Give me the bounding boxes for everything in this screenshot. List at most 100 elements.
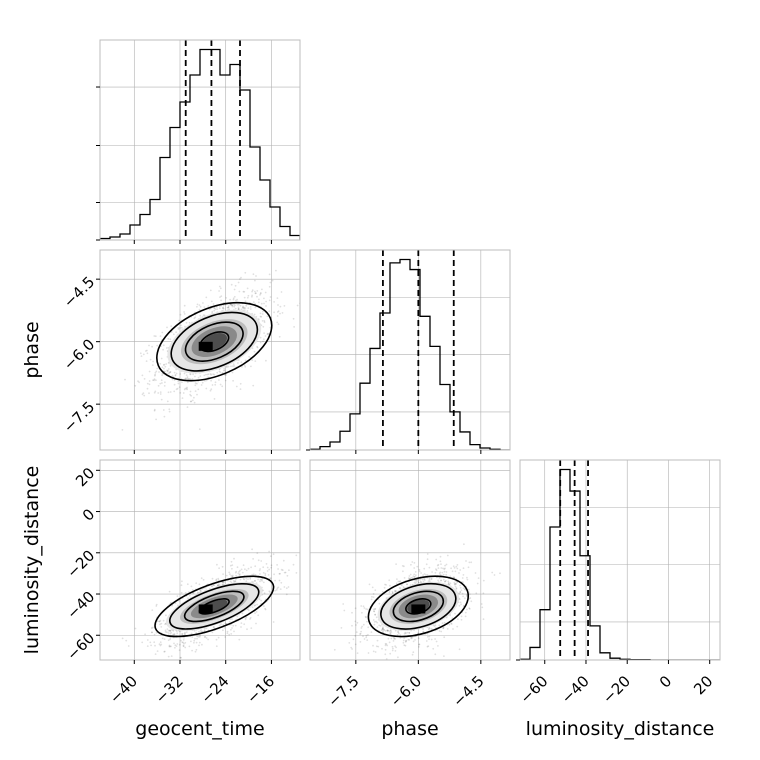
scatter-point	[454, 612, 456, 615]
scatter-point	[240, 622, 243, 624]
scatter-point	[230, 574, 233, 577]
y-tick-label: 0	[79, 505, 98, 524]
scatter-point	[363, 638, 366, 640]
scatter-point	[125, 639, 128, 642]
scatter-point	[279, 312, 281, 315]
y-tick-label: −60	[63, 629, 98, 664]
scatter-point	[249, 616, 252, 619]
contour-3	[367, 575, 470, 638]
x-tick-label: −4.5	[449, 672, 487, 710]
scatter-point	[184, 641, 187, 644]
scatter-point	[402, 586, 405, 588]
scatter-point	[239, 388, 242, 390]
scatter-point	[224, 379, 227, 382]
scatter-point	[393, 638, 395, 640]
scatter-point	[236, 303, 239, 306]
scatter-point	[276, 315, 279, 317]
scatter-point	[186, 386, 188, 389]
scatter-point	[439, 571, 442, 574]
scatter-point	[155, 418, 158, 421]
scatter-point	[173, 642, 175, 645]
scatter-point	[178, 319, 181, 322]
scatter-point	[233, 557, 235, 560]
scatter-point	[214, 381, 217, 384]
scatter-point	[493, 574, 496, 576]
scatter-point	[431, 571, 433, 573]
scatter-point	[194, 316, 197, 319]
scatter-point	[425, 574, 427, 576]
panel-frame	[99, 459, 301, 661]
scatter-point	[227, 365, 230, 368]
scatter-point	[439, 573, 442, 576]
scatter-point	[263, 302, 265, 305]
scatter-point	[273, 311, 275, 314]
scatter-point	[268, 299, 271, 302]
scatter-point	[183, 313, 186, 315]
scatter-point	[160, 379, 163, 382]
scatter-point	[153, 641, 156, 644]
scatter-point	[206, 373, 209, 376]
scatter-point	[262, 310, 264, 313]
scatter-point	[167, 369, 169, 372]
scatter-point	[265, 300, 267, 303]
scatter-point	[180, 584, 183, 587]
scatter-point	[260, 302, 263, 305]
scatter-point	[417, 637, 420, 640]
scatter-point	[391, 649, 394, 652]
scatter-point	[216, 584, 219, 587]
scatter-point	[239, 304, 242, 307]
scatter-point	[403, 637, 406, 639]
scatter-point	[422, 630, 425, 633]
scatter-point	[256, 346, 259, 349]
scatter-point	[491, 571, 494, 574]
scatter-point	[261, 577, 264, 580]
scatter-point	[121, 637, 124, 640]
scatter-point	[267, 332, 269, 335]
scatter-point	[169, 391, 172, 393]
scatter-point	[422, 578, 425, 580]
scatter-point	[220, 299, 223, 302]
scatter-point	[186, 406, 189, 408]
scatter-point	[193, 396, 195, 399]
scatter-point	[482, 618, 485, 621]
contour-1	[183, 590, 245, 623]
scatter-point	[236, 615, 239, 618]
scatter-point	[427, 580, 430, 583]
panel-frame	[99, 39, 301, 241]
scatter-point	[212, 373, 215, 375]
scatter-point	[174, 374, 177, 376]
scatter-point	[161, 366, 164, 369]
scatter-point	[210, 300, 213, 303]
scatter-point	[154, 373, 157, 376]
scatter-point	[263, 297, 265, 300]
scatter-point	[163, 367, 165, 370]
scatter-point	[249, 306, 252, 308]
scatter-point	[232, 379, 235, 382]
scatter-panel-geocent_time-luminosity_distance	[96, 459, 301, 664]
scatter-point	[443, 580, 446, 583]
scatter-point	[168, 644, 171, 647]
scatter-point	[468, 593, 471, 595]
scatter-point	[398, 587, 401, 589]
scatter-point	[280, 291, 283, 293]
scatter-point	[181, 632, 184, 635]
scatter-point	[153, 408, 156, 411]
scatter-point	[232, 624, 235, 627]
scatter-point	[259, 292, 262, 294]
scatter-point	[213, 584, 215, 586]
scatter-point	[161, 331, 164, 334]
scatter-point	[170, 631, 173, 634]
scatter-point	[222, 581, 225, 584]
panel-content	[310, 250, 510, 450]
scatter-point	[161, 382, 163, 384]
scatter-point	[238, 573, 241, 575]
scatter-point	[283, 571, 286, 574]
x-tick-label: 0	[656, 672, 675, 691]
scatter-point	[254, 574, 257, 576]
scatter-point	[351, 648, 353, 650]
scatter-point	[254, 604, 257, 606]
scatter-point	[184, 631, 186, 634]
scatter-point	[186, 583, 189, 586]
scatter-point	[428, 577, 431, 580]
